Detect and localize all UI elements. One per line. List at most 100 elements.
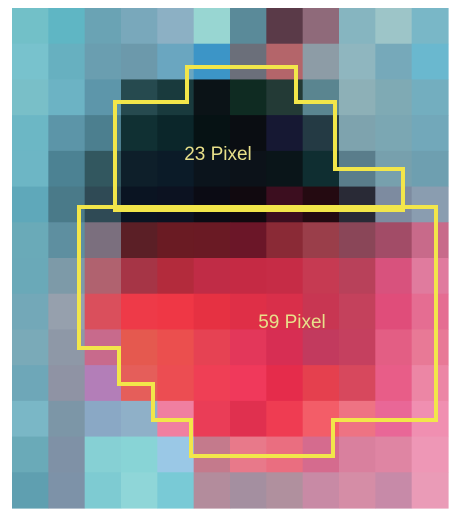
mosaic-pixel xyxy=(230,365,267,402)
mosaic-pixel xyxy=(339,329,376,366)
mosaic-pixel xyxy=(230,293,267,331)
mosaic-pixel xyxy=(230,43,267,81)
mosaic-pixel xyxy=(48,472,86,509)
mosaic-pixel xyxy=(339,43,376,81)
mosaic-pixel xyxy=(157,293,195,331)
mosaic-pixel xyxy=(193,43,231,81)
mosaic-pixel xyxy=(121,8,158,45)
mosaic-pixel xyxy=(48,8,86,45)
mosaic-pixel xyxy=(302,293,340,331)
mosaic-pixel xyxy=(48,79,86,116)
mosaic-pixel xyxy=(230,472,267,509)
mosaic-pixel xyxy=(230,400,267,438)
mosaic-pixel xyxy=(230,8,267,45)
mosaic-pixel xyxy=(375,293,413,331)
mosaic-pixel xyxy=(266,8,304,45)
mosaic-pixel xyxy=(339,258,376,295)
mosaic-pixel xyxy=(193,8,231,45)
mosaic-pixel xyxy=(193,293,231,331)
mosaic-pixel xyxy=(375,43,413,81)
mosaic-pixel xyxy=(12,8,49,45)
mosaic-pixel xyxy=(121,186,158,223)
mosaic-pixel xyxy=(12,222,49,259)
mosaic-pixel xyxy=(230,222,267,259)
mosaic-pixel xyxy=(12,258,49,295)
mosaic-pixel xyxy=(12,400,49,438)
mosaic-pixel xyxy=(230,258,267,295)
mosaic-pixel xyxy=(375,115,413,152)
mosaic-pixel xyxy=(157,8,195,45)
mosaic-pixel xyxy=(266,186,304,223)
mosaic-pixel xyxy=(12,472,49,509)
mosaic-pixel xyxy=(12,150,49,188)
mosaic-pixel xyxy=(230,186,267,223)
mosaic-pixel xyxy=(230,79,267,116)
mosaic-pixel xyxy=(157,365,195,402)
mosaic-pixel xyxy=(302,8,340,45)
mosaic-pixel xyxy=(375,472,413,509)
mosaic-pixel xyxy=(48,43,86,81)
mosaic-pixel xyxy=(411,222,449,259)
top-region-label: 23 Pixel xyxy=(184,144,252,165)
mosaic-pixel xyxy=(266,115,304,152)
mosaic-pixel xyxy=(339,222,376,259)
mosaic-pixel xyxy=(339,186,376,223)
mosaic-pixel xyxy=(193,115,231,152)
mosaic-pixel xyxy=(121,293,158,331)
mosaic-pixel xyxy=(411,258,449,295)
mosaic-pixel xyxy=(411,293,449,331)
mosaic-pixel xyxy=(84,400,122,438)
mosaic-pixel xyxy=(411,43,449,81)
mosaic-pixel xyxy=(266,222,304,259)
mosaic-pixel xyxy=(302,258,340,295)
mosaic-pixel xyxy=(12,79,49,116)
mosaic-pixel xyxy=(266,258,304,295)
mosaic-pixel xyxy=(375,365,413,402)
mosaic-pixel xyxy=(12,293,49,331)
mosaic-pixel xyxy=(411,472,449,509)
mosaic-pixel xyxy=(375,436,413,473)
mosaic-pixel xyxy=(266,150,304,188)
mosaic-pixel xyxy=(411,186,449,223)
mosaic-pixel xyxy=(84,365,122,402)
mosaic-pixel xyxy=(84,293,122,331)
mosaic-pixel xyxy=(121,472,158,509)
mosaic-pixel xyxy=(302,472,340,509)
mosaic-pixel xyxy=(121,115,158,152)
mosaic-pixel xyxy=(266,329,304,366)
mosaic-pixel xyxy=(302,222,340,259)
mosaic-pixel xyxy=(157,222,195,259)
mosaic-pixel xyxy=(157,436,195,473)
mosaic-pixel xyxy=(193,258,231,295)
mosaic-pixel xyxy=(339,293,376,331)
mosaic-pixel xyxy=(12,186,49,223)
mosaic-pixel xyxy=(193,222,231,259)
mosaic-pixel xyxy=(411,79,449,116)
mosaic-pixel xyxy=(193,186,231,223)
mosaic-pixel xyxy=(193,329,231,366)
mosaic-pixel xyxy=(302,329,340,366)
mosaic-pixel xyxy=(12,329,49,366)
mosaic-pixel xyxy=(193,472,231,509)
mosaic-pixel xyxy=(48,150,86,188)
mosaic-pixel xyxy=(230,115,267,152)
mosaic-pixel xyxy=(121,436,158,473)
mosaic-pixel xyxy=(302,186,340,223)
mosaic-pixel xyxy=(193,400,231,438)
bottom-region-outline xyxy=(77,205,438,458)
mosaic-pixel xyxy=(375,258,413,295)
mosaic-pixel xyxy=(84,222,122,259)
mosaic-pixel xyxy=(375,79,413,116)
mosaic-pixel xyxy=(157,115,195,152)
mosaic-pixel xyxy=(266,472,304,509)
mosaic-pixel xyxy=(121,222,158,259)
mosaic-pixel xyxy=(12,436,49,473)
mosaic-pixel xyxy=(411,150,449,188)
top-region-outline xyxy=(113,65,405,212)
mosaic-pixel xyxy=(193,150,231,188)
mosaic-pixel xyxy=(48,115,86,152)
mosaic-pixel xyxy=(157,472,195,509)
mosaic-pixel xyxy=(157,186,195,223)
